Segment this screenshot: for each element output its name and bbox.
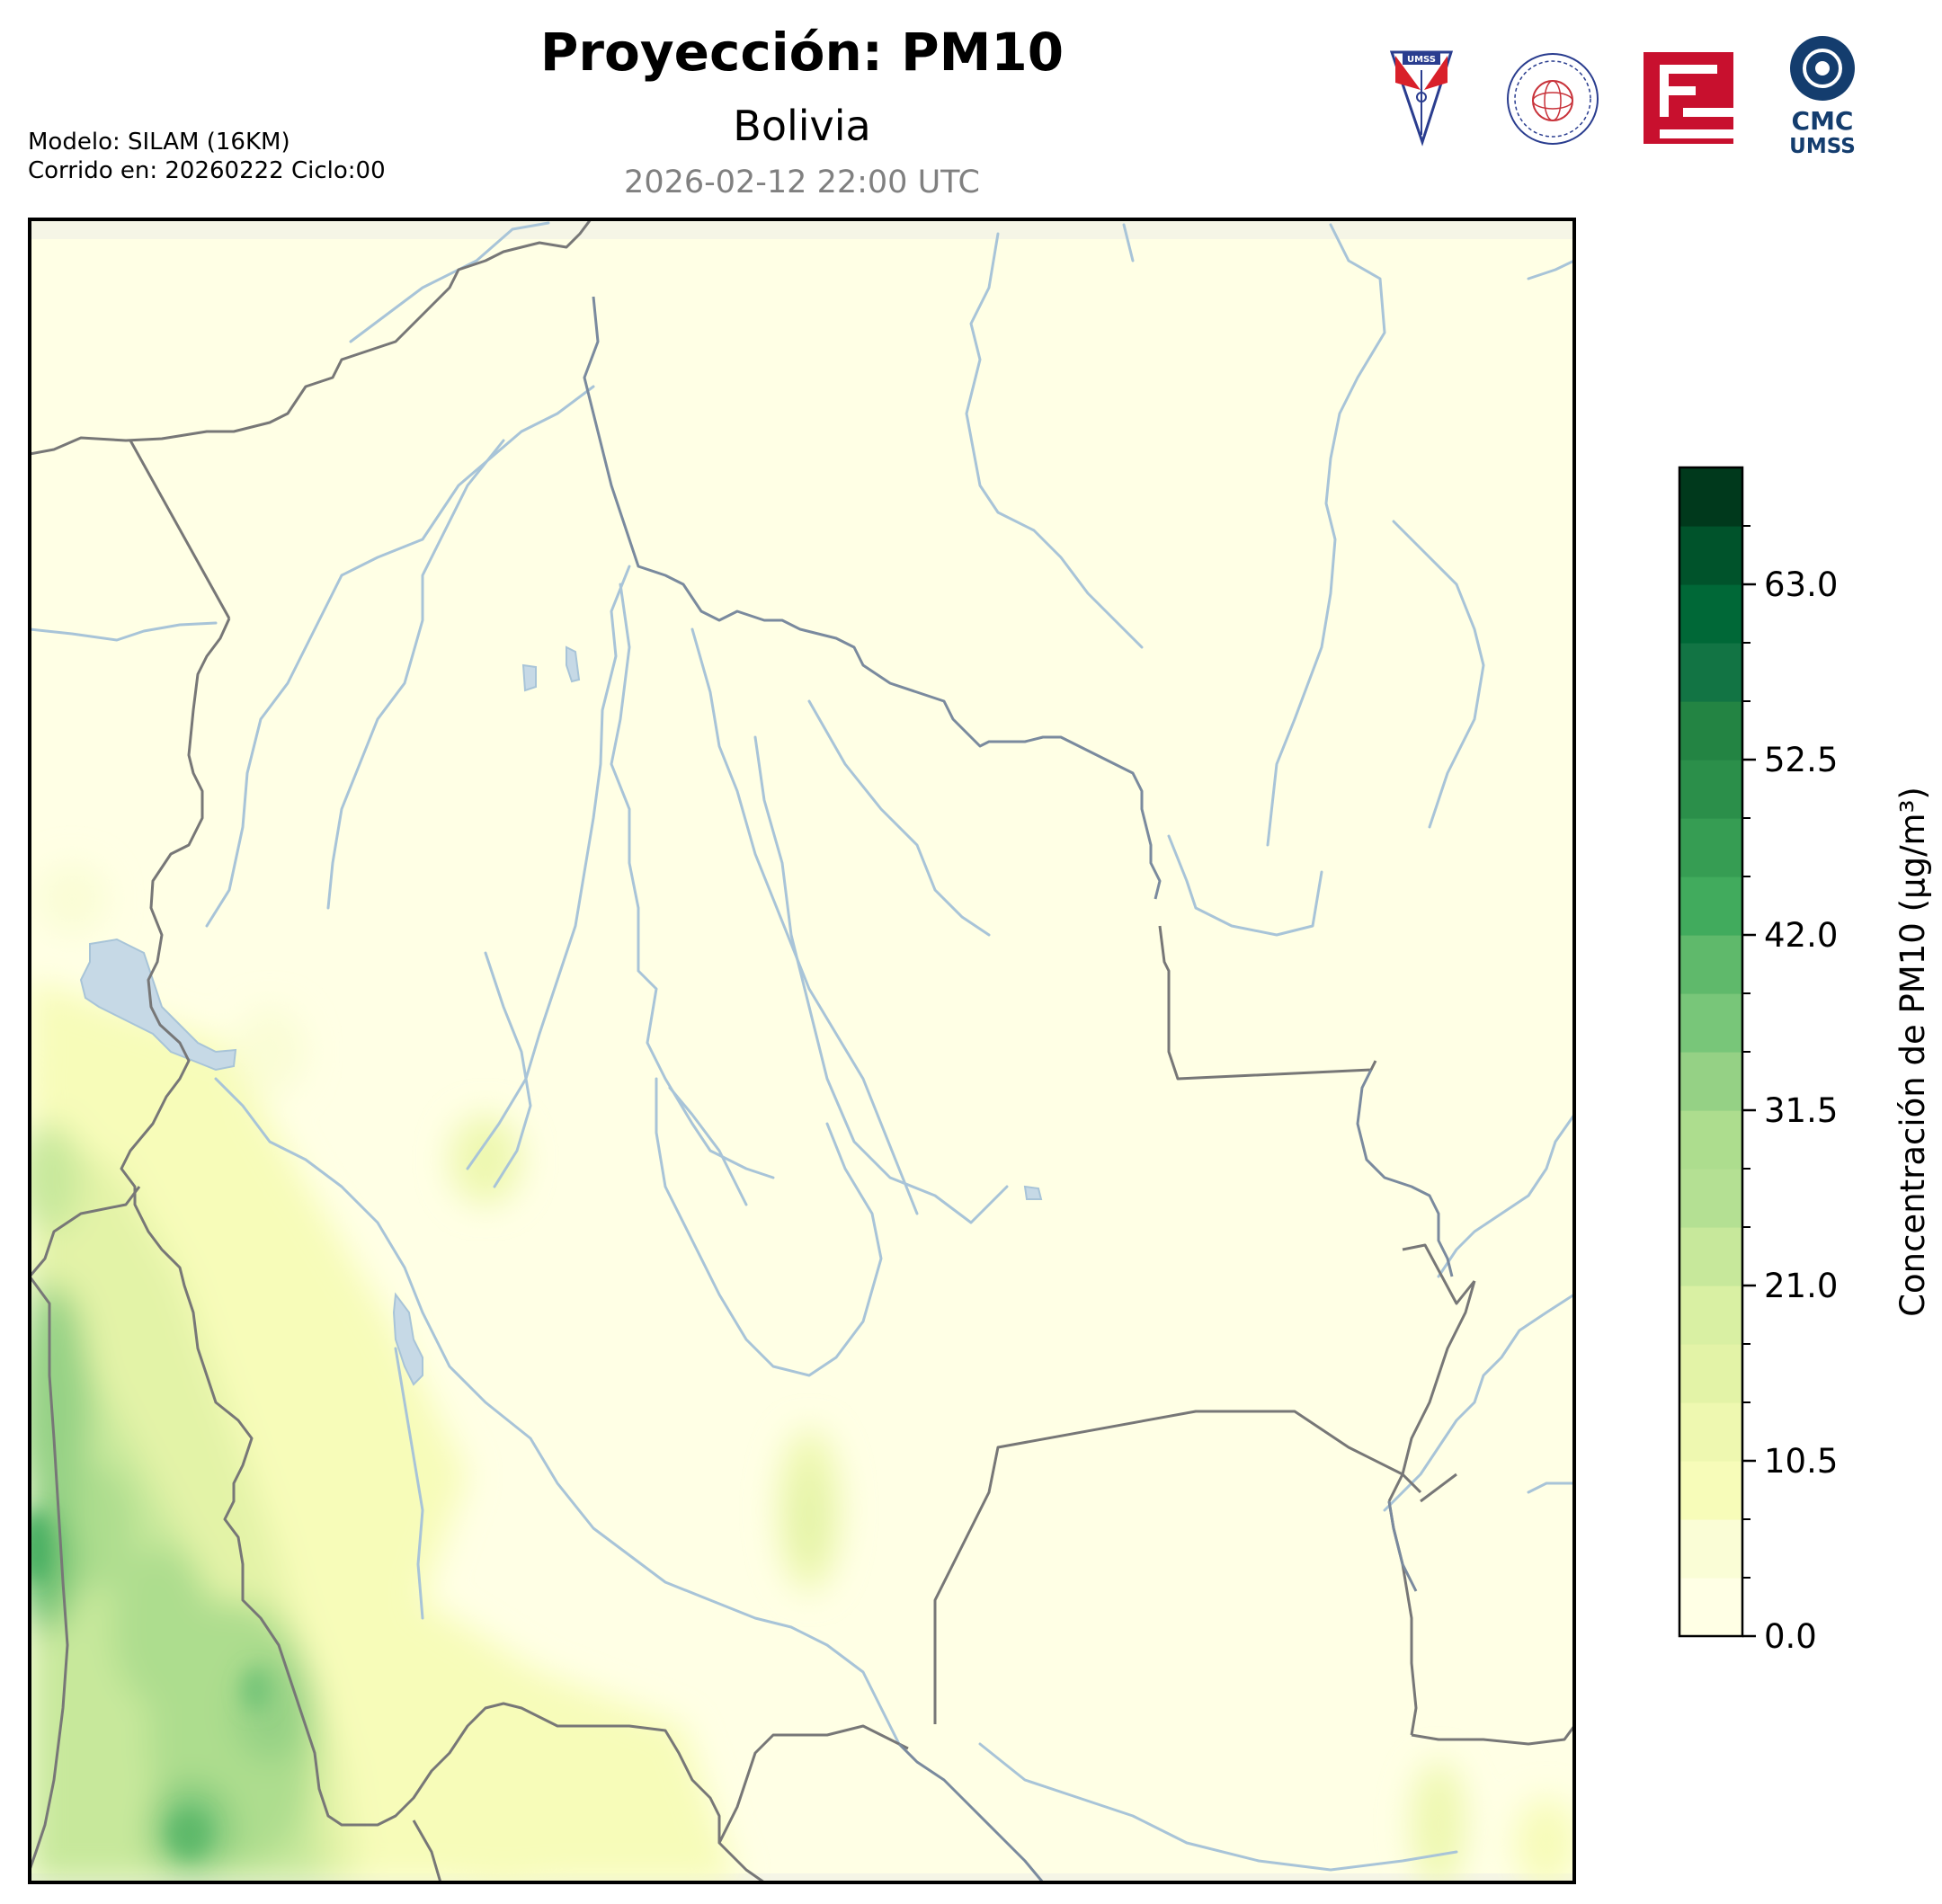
colorbar-band bbox=[1679, 1227, 1742, 1286]
colorbar-band bbox=[1679, 1402, 1742, 1462]
lakes bbox=[79, 645, 1043, 1386]
colorbar-band bbox=[1679, 876, 1742, 936]
colorbar-band bbox=[1679, 818, 1742, 877]
colorbar-tick-label: 42.0 bbox=[1764, 916, 1838, 955]
cmc-umss-logo: CMC UMSS bbox=[1789, 36, 1856, 158]
colorbar-band bbox=[1679, 526, 1742, 585]
map-frame bbox=[28, 218, 1576, 1884]
colorbar-band bbox=[1679, 1110, 1742, 1170]
umss-logo-text: UMSS bbox=[1407, 55, 1436, 65]
departamento-fisica-seal-logo bbox=[1507, 53, 1599, 145]
rivers bbox=[30, 221, 1574, 1872]
colorbar-tick-label: 63.0 bbox=[1764, 565, 1838, 604]
cmc-logo-text: CMC bbox=[1792, 106, 1854, 136]
map-title: Proyección: PM10 bbox=[540, 22, 1064, 83]
colorbar-band bbox=[1679, 1052, 1742, 1111]
colorbar-band bbox=[1679, 993, 1742, 1053]
colorbar-band bbox=[1679, 1169, 1742, 1228]
colorbar-band bbox=[1679, 701, 1742, 761]
colorbar-label: Concentración de PM10 (µg/m³) bbox=[1893, 787, 1932, 1317]
red-glyph-logo bbox=[1644, 52, 1741, 144]
forecast-timestamp: 2026-02-12 22:00 UTC bbox=[624, 165, 980, 200]
run-info-label: Corrido en: 20260222 Ciclo:00 bbox=[28, 157, 386, 184]
umss-shield-logo: UMSS bbox=[1389, 50, 1454, 147]
colorbar-band bbox=[1679, 1344, 1742, 1403]
colorbar-band bbox=[1679, 1578, 1742, 1637]
colorbar-band bbox=[1679, 584, 1742, 644]
colorbar-band bbox=[1679, 1286, 1742, 1345]
colorbar-band bbox=[1679, 1519, 1742, 1579]
colorbar-ticks: 0.0 10.5 21.0 31.5 42.0 52.5 63.0 bbox=[1742, 525, 1838, 1656]
region-subtitle: Bolivia bbox=[733, 102, 870, 150]
colorbar-tick-label: 10.5 bbox=[1764, 1442, 1838, 1481]
model-label: Modelo: SILAM (16KM) bbox=[28, 129, 290, 156]
colorbar-tick-label: 52.5 bbox=[1764, 741, 1838, 779]
pm10-map bbox=[28, 218, 1576, 1884]
colorbar: 0.0 10.5 21.0 31.5 42.0 52.5 63.0 Concentració… bbox=[1678, 466, 1932, 1656]
colorbar-band bbox=[1679, 643, 1742, 702]
umss-logo-subtext: UMSS bbox=[1789, 135, 1856, 158]
colorbar-tick-label: 31.5 bbox=[1764, 1091, 1838, 1130]
colorbar-bands bbox=[1679, 467, 1742, 1637]
colorbar-band bbox=[1679, 760, 1742, 819]
colorbar-band bbox=[1679, 935, 1742, 994]
colorbar-tick-label: 0.0 bbox=[1764, 1617, 1817, 1656]
colorbar-tick-label: 21.0 bbox=[1764, 1267, 1838, 1305]
colorbar-band bbox=[1679, 467, 1742, 527]
river-borders bbox=[583, 296, 1454, 1882]
colorbar-band bbox=[1679, 1461, 1742, 1520]
pm10-concentration-field bbox=[30, 863, 1574, 1882]
